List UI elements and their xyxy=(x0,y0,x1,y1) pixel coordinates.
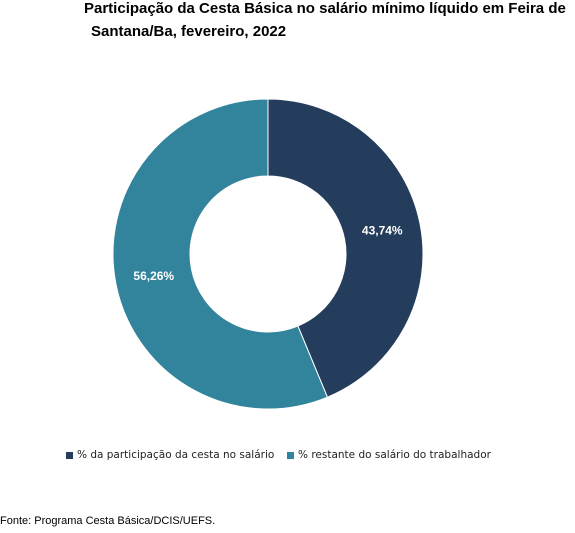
legend-item-restante: % restante do salário do trabalhador xyxy=(287,449,491,461)
slice-cesta xyxy=(267,98,424,398)
legend-item-cesta: % da participação da cesta no salário xyxy=(66,449,274,461)
legend-label-cesta: % da participação da cesta no salário xyxy=(77,449,275,461)
slice-label-cesta: 43,74% xyxy=(362,223,403,237)
legend-swatch-restante xyxy=(287,451,294,459)
source-note: Fonte: Programa Cesta Básica/DCIS/UEFS. xyxy=(0,515,216,527)
chart-title-line-1: Participação da Cesta Básica no salário … xyxy=(84,0,566,17)
legend-label-restante: % restante do salário do trabalhador xyxy=(298,449,491,461)
legend-swatch-cesta xyxy=(66,451,73,459)
donut-chart: 43,74% 56,26% xyxy=(112,98,424,410)
chart-title-line-2: Santana/Ba, fevereiro, 2022 xyxy=(91,23,287,40)
slice-label-restante: 56,26% xyxy=(133,269,174,283)
slice-restante xyxy=(112,98,329,410)
